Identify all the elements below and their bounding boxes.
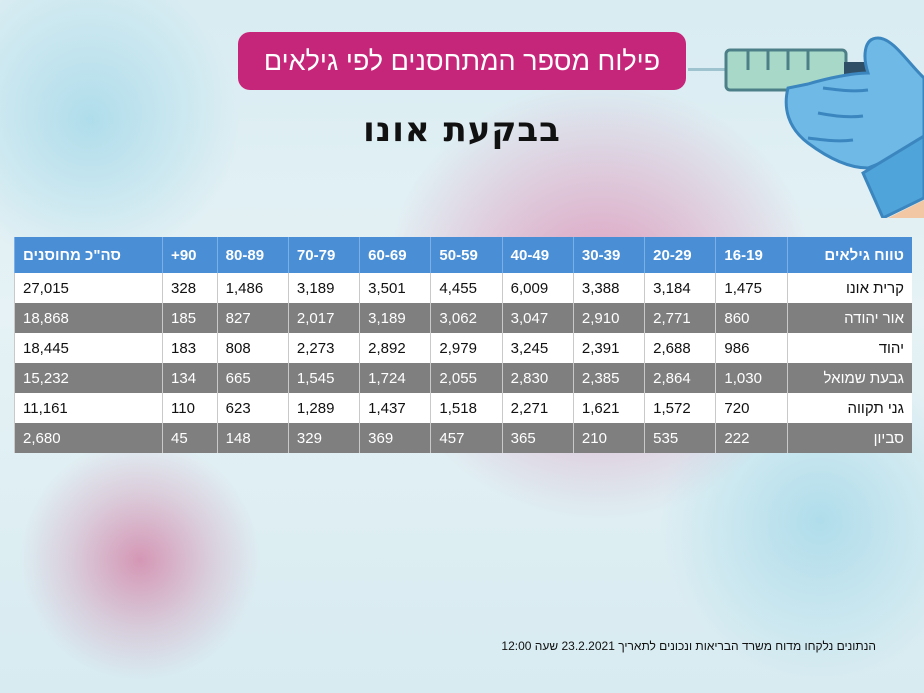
table-cell: 1,621	[572, 393, 645, 423]
table-cell: 2,979	[430, 333, 503, 363]
table-cell: 535	[644, 423, 716, 453]
table-cell: 623	[216, 393, 289, 423]
table-cell: 328	[162, 273, 218, 303]
table-header-cell: 40-49	[501, 237, 574, 273]
table-cell: 2,017	[287, 303, 360, 333]
table-cell: 148	[216, 423, 289, 453]
table-cell: 329	[287, 423, 360, 453]
table-cell: 2,864	[644, 363, 716, 393]
table-cell: 2,830	[501, 363, 574, 393]
table-cell: 3,501	[359, 273, 431, 303]
vaccination-table: טווח גילאים 16-19 20-29 30-39 40-49 50-59 60-6…	[13, 237, 912, 453]
table-header-cell: 70-79	[287, 237, 360, 273]
city-name: קרית אונו	[786, 273, 912, 303]
table-cell: 2,892	[359, 333, 431, 363]
page-title: פילוח מספר המתחסנים לפי גילאים	[238, 32, 686, 90]
syringe-icon	[688, 36, 924, 218]
table-header-row: טווח גילאים 16-19 20-29 30-39 40-49 50-59 60-6…	[13, 237, 912, 273]
table-cell: 1,475	[715, 273, 788, 303]
table-cell: 808	[216, 333, 289, 363]
table-cell: 860	[715, 303, 788, 333]
table-cell: 2,771	[644, 303, 716, 333]
table-cell: 457	[430, 423, 503, 453]
table-row: קרית אונו 1,475 3,184 3,388 6,009 4,455 3,501 3…	[13, 273, 912, 303]
table-row: סביון 222 535 210 365 457 369 329 148 45 2,680	[13, 423, 912, 453]
table-cell: 3,047	[501, 303, 574, 333]
table-cell: 1,486	[216, 273, 289, 303]
table-cell: 1,289	[287, 393, 360, 423]
table-header-cell: 16-19	[715, 237, 788, 273]
table-cell: 720	[715, 393, 788, 423]
table-header-cell: 80-89	[216, 237, 289, 273]
table-header-cell: 60-69	[359, 237, 431, 273]
table-cell: 1,030	[715, 363, 788, 393]
page-subtitle: בבקעת אונו	[363, 110, 561, 150]
table-cell: 2,391	[572, 333, 645, 363]
table-cell: 1,545	[287, 363, 360, 393]
table-cell: 183	[162, 333, 218, 363]
total-cell: 2,680	[13, 423, 163, 453]
table-cell: 1,518	[430, 393, 503, 423]
table-row: יהוד 986 2,688 2,391 3,245 2,979 2,892 2,273 808…	[13, 333, 912, 363]
table-cell: 2,385	[572, 363, 645, 393]
table-cell: 2,688	[644, 333, 716, 363]
table-cell: 210	[572, 423, 645, 453]
table-cell: 2,910	[572, 303, 645, 333]
table-cell: 3,245	[501, 333, 574, 363]
header-age-range: טווח גילאים	[786, 237, 912, 273]
table-header-cell: 90+	[162, 237, 218, 273]
table-row: גני תקווה 720 1,572 1,621 2,271 1,518 1,437 1,2…	[13, 393, 912, 423]
table-cell: 110	[162, 393, 218, 423]
city-name: אור יהודה	[786, 303, 912, 333]
table-cell: 222	[715, 423, 788, 453]
table-cell: 1,437	[359, 393, 431, 423]
table-cell: 1,572	[644, 393, 716, 423]
table-cell: 6,009	[501, 273, 574, 303]
city-name: יהוד	[786, 333, 912, 363]
table-row: אור יהודה 860 2,771 2,910 3,047 3,062 3,189 2,0…	[13, 303, 912, 333]
table-cell: 665	[216, 363, 289, 393]
total-cell: 18,445	[13, 333, 163, 363]
table-cell: 986	[715, 333, 788, 363]
total-cell: 15,232	[13, 363, 163, 393]
table-cell: 2,271	[501, 393, 574, 423]
table-cell: 365	[501, 423, 574, 453]
table-cell: 2,273	[287, 333, 360, 363]
total-cell: 27,015	[13, 273, 163, 303]
footnote: הנתונים נלקחו מדוח משרד הבריאות ונכונים …	[501, 639, 876, 653]
table-cell: 3,189	[359, 303, 431, 333]
table-cell: 185	[162, 303, 218, 333]
total-cell: 11,161	[13, 393, 163, 423]
gloved-hand-icon	[784, 36, 924, 218]
table-cell: 3,062	[430, 303, 503, 333]
table-cell: 369	[359, 423, 431, 453]
table-header-cell: סה"כ מחוסנים	[13, 237, 163, 273]
table-cell: 827	[216, 303, 289, 333]
table-header-cell: 20-29	[644, 237, 716, 273]
table-row: גבעת שמואל 1,030 2,864 2,385 2,830 2,055 1,724…	[13, 363, 912, 393]
city-name: גבעת שמואל	[786, 363, 912, 393]
table-cell: 134	[162, 363, 218, 393]
table-cell: 3,184	[644, 273, 716, 303]
city-name: גני תקווה	[786, 393, 912, 423]
table-cell: 3,388	[572, 273, 645, 303]
total-cell: 18,868	[13, 303, 163, 333]
city-name: סביון	[786, 423, 912, 453]
table-cell: 2,055	[430, 363, 503, 393]
table-cell: 45	[162, 423, 218, 453]
table-header-cell: 50-59	[430, 237, 503, 273]
table-cell: 4,455	[430, 273, 503, 303]
table-cell: 3,189	[287, 273, 360, 303]
table-header-cell: 30-39	[572, 237, 645, 273]
table-cell: 1,724	[359, 363, 431, 393]
